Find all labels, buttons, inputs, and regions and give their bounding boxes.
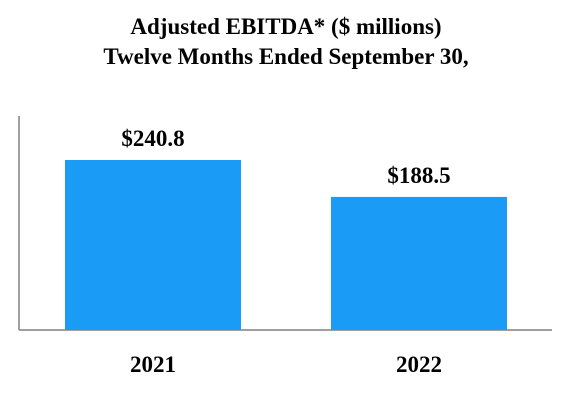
bar-value-label-2021: $240.8 [121,126,184,151]
chart-title: Adjusted EBITDA* ($ millions) [130,14,442,39]
chart-subtitle: Twelve Months Ended September 30, [103,44,469,69]
bar-value-label-2022: $188.5 [387,163,450,188]
x-tick-label-2022: 2022 [396,352,442,377]
x-tick-label-2021: 2021 [130,352,176,377]
chart-title-block: Adjusted EBITDA* ($ millions) Twelve Mon… [0,12,572,72]
bar-2021 [65,160,241,330]
bar-2022 [331,196,507,330]
